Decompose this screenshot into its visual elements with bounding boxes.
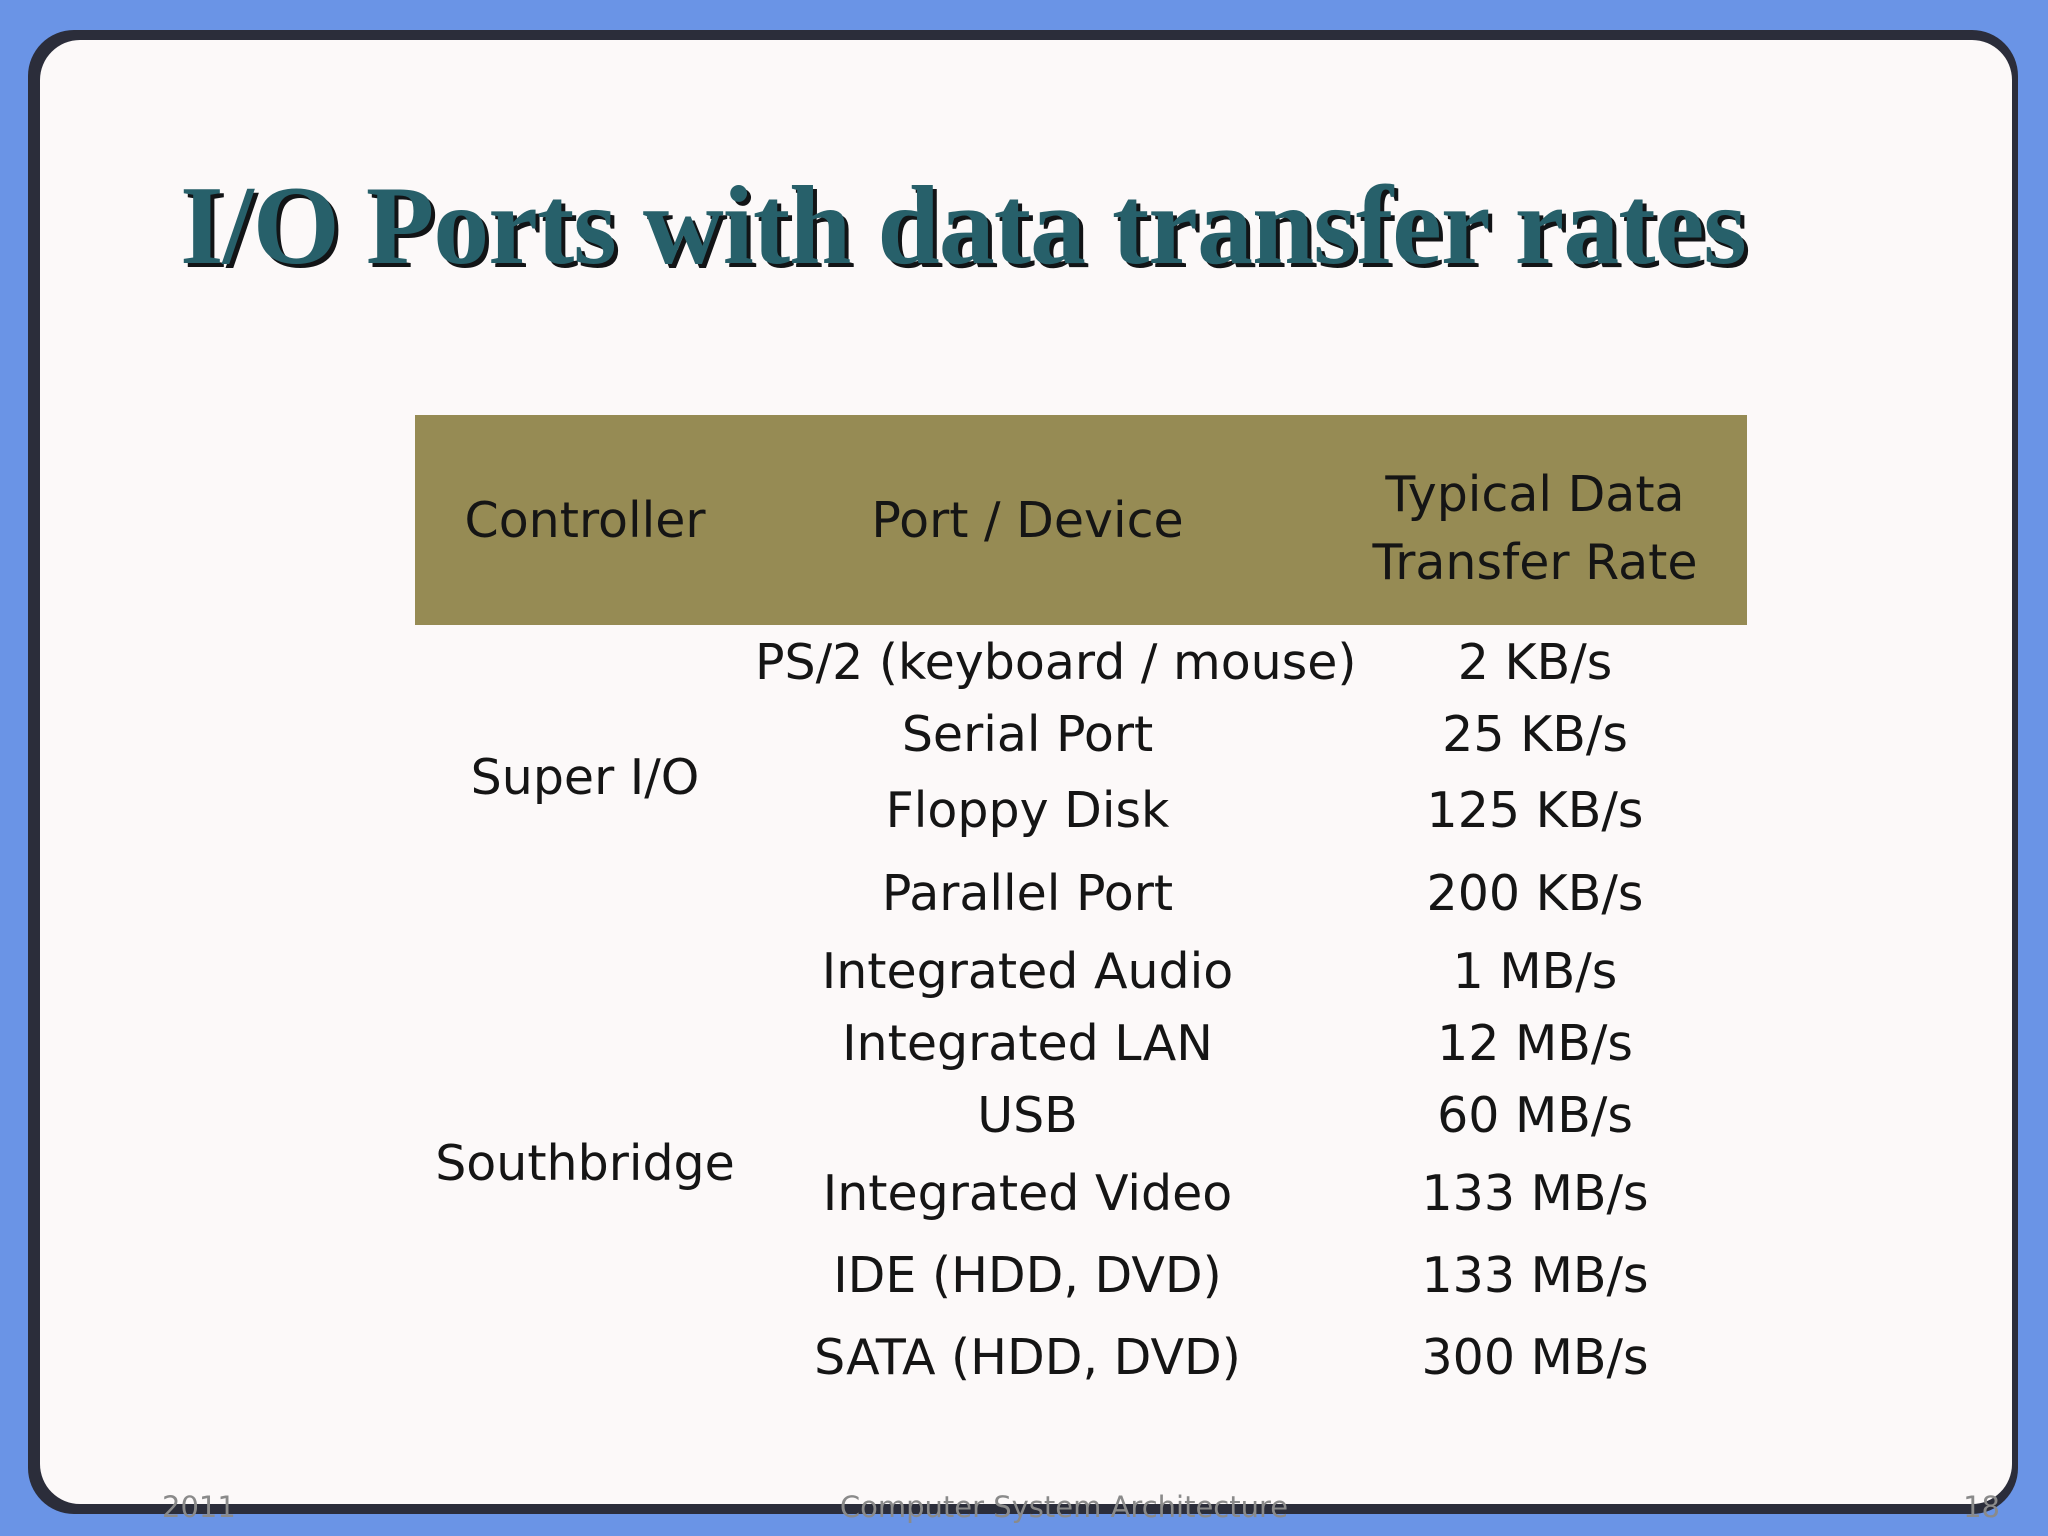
rate-cell: 300 MB/s bbox=[1421, 1329, 1649, 1386]
rate-cell: 133 MB/s bbox=[1421, 1165, 1649, 1222]
port-cell: PS/2 (keyboard / mouse) bbox=[755, 634, 1357, 691]
slide: I/O Ports with data transfer rates Contr… bbox=[40, 40, 2012, 1522]
header-transfer-rate: Typical Data Transfer Rate bbox=[1372, 466, 1698, 591]
port-cell: Integrated LAN bbox=[842, 1015, 1213, 1072]
port-cell: Integrated Audio bbox=[821, 943, 1234, 1000]
slide-title: I/O Ports with data transfer rates bbox=[180, 164, 1747, 288]
port-cell: Serial Port bbox=[901, 706, 1154, 763]
port-cell: IDE (HDD, DVD) bbox=[833, 1247, 1222, 1304]
header-port-device: Port / Device bbox=[871, 492, 1184, 549]
rate-cell: 125 KB/s bbox=[1426, 782, 1644, 839]
controller-super-io: Super I/O bbox=[470, 749, 700, 806]
footer-course-title: Computer System Architecture bbox=[839, 1490, 1289, 1524]
header-controller: Controller bbox=[464, 492, 706, 549]
rate-cell: 2 KB/s bbox=[1457, 634, 1613, 691]
rate-cell: 133 MB/s bbox=[1421, 1247, 1649, 1304]
rate-cell: 1 MB/s bbox=[1452, 943, 1618, 1000]
footer-year: 2011 bbox=[162, 1490, 236, 1524]
footer-page-number: 18 bbox=[1963, 1490, 2000, 1524]
table-header-row: Controller Port / Device Typical Data Tr… bbox=[415, 415, 1747, 625]
rate-cell: 200 KB/s bbox=[1426, 865, 1644, 922]
rate-cell: 25 KB/s bbox=[1442, 706, 1628, 763]
port-cell: USB bbox=[977, 1087, 1078, 1144]
rate-cell: 60 MB/s bbox=[1437, 1087, 1633, 1144]
port-cell: SATA (HDD, DVD) bbox=[814, 1329, 1241, 1386]
port-cell: Integrated Video bbox=[822, 1165, 1233, 1222]
port-cell: Parallel Port bbox=[881, 865, 1174, 922]
io-ports-table: Controller Port / Device Typical Data Tr… bbox=[415, 415, 1747, 1385]
rate-cell: 12 MB/s bbox=[1437, 1015, 1633, 1072]
port-cell: Floppy Disk bbox=[885, 782, 1170, 839]
controller-southbridge: Southbridge bbox=[435, 1135, 735, 1192]
